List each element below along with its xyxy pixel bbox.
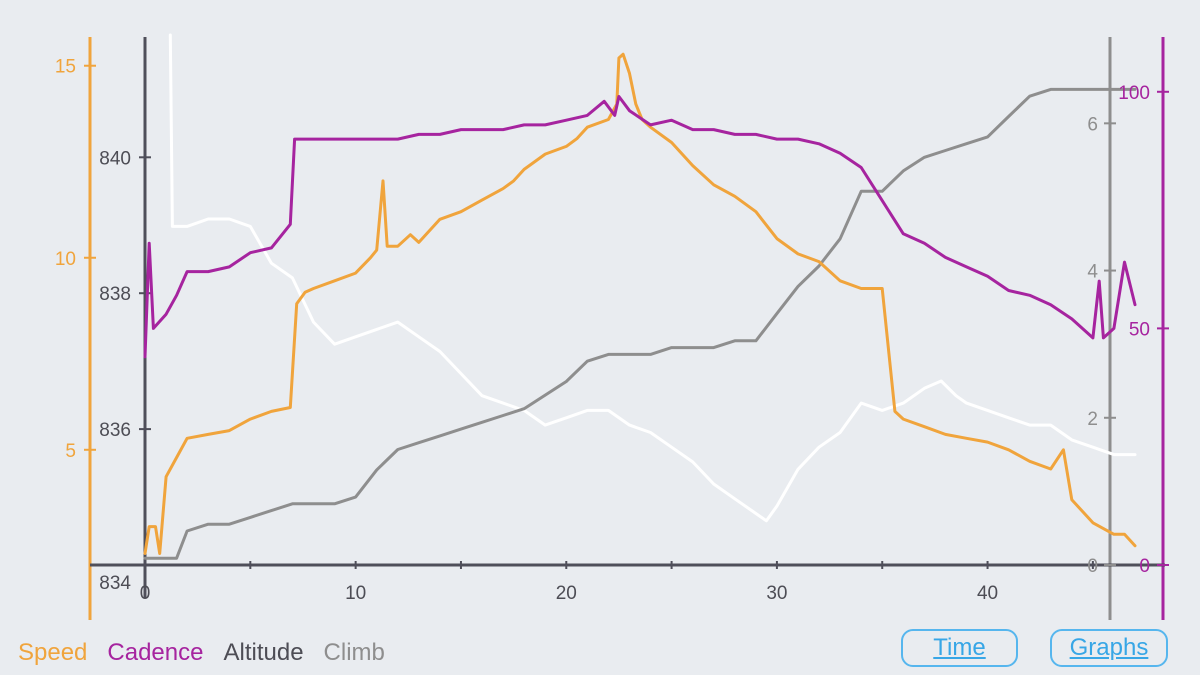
labels-layer: 0 10 20 30 40 5 10 15 834 836 838 840 0 2 4 6 0 50 100: [55, 57, 1150, 604]
cadence-tick-label: 0: [1139, 556, 1150, 577]
series-line-speed: [143, 52, 1137, 555]
series-line-climb: [168, 33, 1137, 523]
series-line-altitude: [143, 87, 1137, 560]
legend: Speed Cadence Altitude Climb: [18, 639, 385, 667]
climb-tick-label: 0: [1087, 556, 1098, 577]
x-tick-label: 30: [766, 583, 787, 604]
altitude-tick-label: 838: [99, 284, 131, 305]
x-tick-label: 10: [345, 583, 366, 604]
speed-tick-label: 15: [55, 57, 76, 78]
climb-tick-label: 2: [1087, 409, 1098, 430]
altitude-tick-label: 840: [99, 148, 131, 169]
speed-tick-label: 5: [65, 441, 76, 462]
axes-layer: [84, 37, 1169, 620]
legend-cadence: Cadence: [107, 639, 204, 666]
altitude-tick-label: 836: [99, 420, 131, 441]
x-tick-label: 40: [977, 583, 998, 604]
legend-climb: Climb: [323, 639, 385, 666]
x-tick-label: 20: [556, 583, 577, 604]
x-tick-label: 0: [140, 583, 151, 604]
legend-speed: Speed: [18, 639, 88, 666]
time-button-label: Time: [933, 634, 986, 661]
series-line-cadence: [143, 95, 1137, 359]
speed-tick-label: 10: [55, 249, 76, 270]
graphs-button[interactable]: Graphs: [1050, 629, 1168, 667]
climb-tick-label: 4: [1087, 262, 1098, 283]
graphs-button-label: Graphs: [1069, 634, 1149, 661]
series-layer: [143, 33, 1137, 560]
cadence-tick-label: 100: [1118, 83, 1150, 104]
time-button[interactable]: Time: [901, 629, 1018, 667]
altitude-tick-label: 834: [99, 573, 131, 594]
climb-tick-label: 6: [1087, 114, 1098, 135]
legend-altitude: Altitude: [223, 639, 304, 666]
cadence-tick-label: 50: [1129, 319, 1150, 340]
